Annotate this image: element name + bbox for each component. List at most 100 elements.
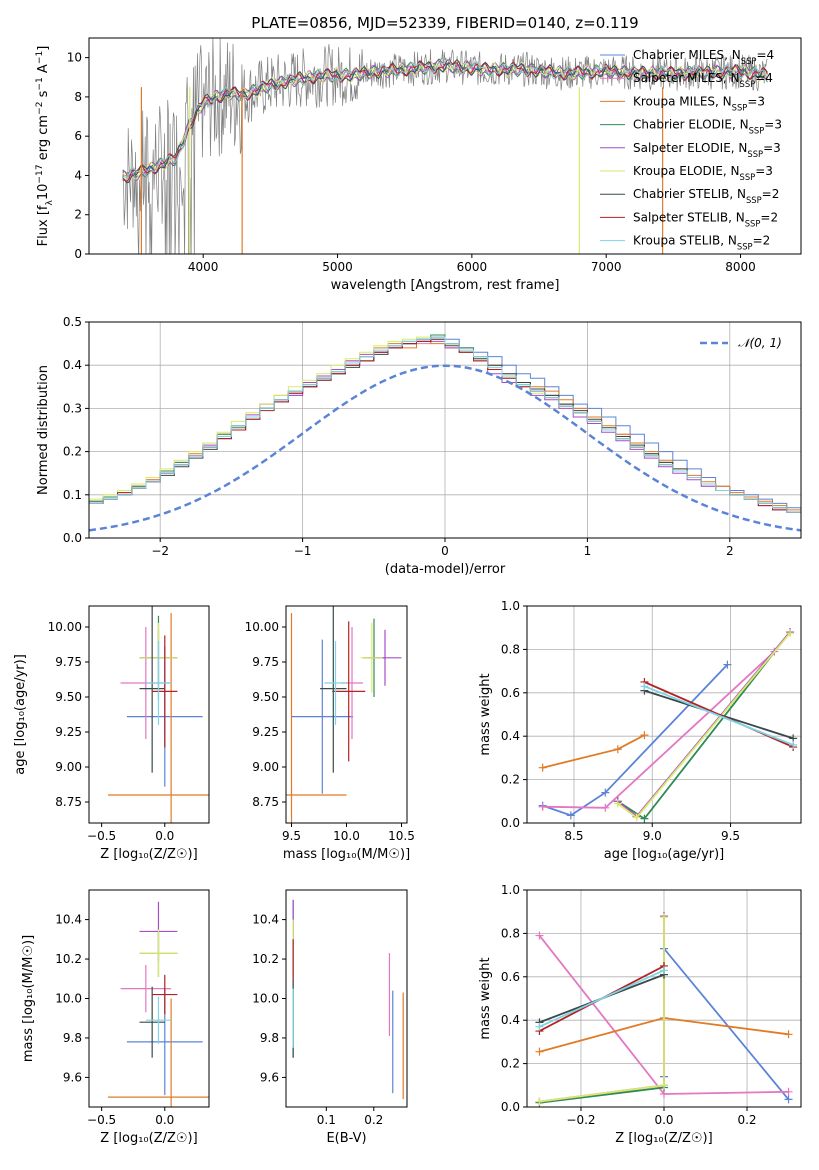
legend-label-part: SSP xyxy=(740,79,756,89)
y-axis-label-part: ] xyxy=(36,46,51,51)
y-tick-label: 10.2 xyxy=(55,952,82,966)
y-tick-label: 10.00 xyxy=(245,620,279,634)
y-tick-label: 0.1 xyxy=(63,488,82,502)
axes-frame xyxy=(88,605,210,824)
legend-label-part: =4 xyxy=(756,48,774,62)
x-tick-label: 9.5 xyxy=(282,829,301,843)
weight-marker xyxy=(784,1030,793,1039)
weight-vs-z-marks xyxy=(535,912,793,1107)
y-tick-label: 8.75 xyxy=(55,795,82,809)
weight-marker xyxy=(640,682,649,691)
weight-vs-age-axes: 8.5 9.0 9.5 0.0 0.2 0.4 0.6 0.8 1.0 age [log₁₀(ag… xyxy=(478,599,802,862)
legend-label-part: Chabrier ELODIE, N xyxy=(633,118,749,132)
y-axis-label: mass [log₁₀(M/M☉)] xyxy=(21,935,36,1062)
mass-vs-ebv-axes: 0.1 0.2 9.6 9.8 10.0 10.2 10.4 E(B-V) xyxy=(252,889,408,1146)
y-axis-label: mass weight xyxy=(478,957,493,1039)
y-tick-label: 0.4 xyxy=(501,1013,520,1027)
age-vs-z-marks xyxy=(107,606,209,823)
legend-label-part: SSP xyxy=(740,172,756,182)
y-tick-label: 9.75 xyxy=(252,655,279,669)
legend-label: Salpeter STELIB, NSSP=2 xyxy=(633,210,778,228)
spectrum-model-line xyxy=(122,58,768,179)
legend-label-part: SSP xyxy=(741,56,757,66)
y-tick-label: 0.8 xyxy=(501,642,520,656)
y-axis-label: Normed distribution xyxy=(36,365,51,495)
weight-marker xyxy=(660,966,668,975)
legend-label-part: SSP xyxy=(747,149,763,159)
x-tick-label: 10.5 xyxy=(388,829,415,843)
axes-frame xyxy=(285,605,408,824)
x-tick-label: 1 xyxy=(584,544,592,558)
legend-label-part: =2 xyxy=(760,210,778,224)
x-axis-label: Z [log₁₀(Z/Z☉)] xyxy=(615,1131,712,1146)
y-tick-label: 4 xyxy=(74,168,82,182)
spectrum-axes: 4000 5000 6000 7000 8000 0 2 4 6 8 10 wavelength [A… xyxy=(35,37,802,293)
y-tick-label: 0.0 xyxy=(501,816,520,830)
legend-label-part: =2 xyxy=(762,187,780,201)
y-tick-label: 10 xyxy=(67,51,82,65)
x-tick-label: 10.0 xyxy=(333,829,360,843)
legend-label: Salpeter ELODIE, NSSP=3 xyxy=(633,141,781,159)
spectrum-model-line xyxy=(122,59,768,182)
legend-label-part: SSP xyxy=(732,102,748,112)
mass-vs-ebv-marks xyxy=(292,899,404,1100)
weight-marker xyxy=(613,745,622,754)
x-tick-label: 9.0 xyxy=(643,829,662,843)
y-tick-label: 9.75 xyxy=(55,655,82,669)
weight-marker xyxy=(601,803,610,812)
y-tick-label: 10.0 xyxy=(252,992,279,1006)
weight-marker xyxy=(784,1087,793,1096)
x-tick-label: −2 xyxy=(151,544,169,558)
x-tick-label: 4000 xyxy=(188,260,219,274)
weight-line xyxy=(644,681,794,748)
weight-vs-z-axes: −0.2 0.0 0.2 0.0 0.2 0.4 0.6 0.8 1.0 Z [log₁₀(Z/Z… xyxy=(478,883,802,1146)
legend-label-part: SSP xyxy=(745,218,761,228)
legend-label-part: Salpeter STELIB, N xyxy=(633,210,745,224)
x-axis-label: Z [log₁₀(Z/Z☉)] xyxy=(100,1131,197,1146)
y-tick-label: 0.8 xyxy=(501,926,520,940)
residuals-marks xyxy=(89,334,801,532)
age-vs-mass-marks xyxy=(286,606,402,823)
legend-label: Chabrier ELODIE, NSSP=3 xyxy=(633,118,782,136)
y-tick-label: 10.00 xyxy=(48,620,82,634)
y-tick-label: 9.8 xyxy=(63,1031,82,1045)
x-tick-label: 0.2 xyxy=(364,1113,383,1127)
x-tick-label: 6000 xyxy=(457,260,488,274)
axes-frame xyxy=(88,889,210,1108)
axes-frame xyxy=(526,605,802,824)
weight-marker xyxy=(660,913,668,922)
axes-frame xyxy=(88,37,802,255)
legend-label-part: =3 xyxy=(755,164,773,178)
x-tick-label: −0.2 xyxy=(566,1113,595,1127)
y-tick-label: 0.4 xyxy=(501,729,520,743)
y-tick-label: 0 xyxy=(74,247,82,261)
y-tick-label: 1.0 xyxy=(501,599,520,613)
x-axis-label: (data-model)/error xyxy=(385,562,506,577)
y-tick-label: 10.2 xyxy=(252,952,279,966)
spectrum-data-line xyxy=(122,38,768,254)
legend-label-part: Kroupa ELODIE, N xyxy=(633,164,740,178)
spectrum-marks xyxy=(122,38,768,254)
legend-label-part: SSP xyxy=(746,195,762,205)
y-tick-label: 10.4 xyxy=(55,913,82,927)
legend-label-part: Kroupa MILES, N xyxy=(633,94,732,108)
legend-label: Kroupa ELODIE, NSSP=3 xyxy=(633,164,773,182)
x-tick-label: 2 xyxy=(726,544,734,558)
x-axis-label: E(B-V) xyxy=(326,1131,366,1146)
figure-title: PLATE=0856, MJD=52339, FIBERID=0140, z=0… xyxy=(251,14,638,32)
y-axis-label-part: −1 xyxy=(35,51,45,64)
mass-vs-z-axes: −0.5 0.0 9.6 9.8 10.0 10.2 10.4 Z [log₁₀(Z/Z☉)]… xyxy=(21,889,210,1146)
x-tick-label: 9.5 xyxy=(721,829,740,843)
weight-marker xyxy=(535,1047,544,1056)
x-axis-label: Z [log₁₀(Z/Z☉)] xyxy=(100,847,197,862)
y-tick-label: 1.0 xyxy=(501,883,520,897)
y-tick-label: 8.75 xyxy=(252,795,279,809)
weight-line xyxy=(542,663,729,817)
x-tick-label: 5000 xyxy=(322,260,353,274)
legend-label-part: Chabrier STELIB, N xyxy=(633,187,746,201)
y-tick-label: 0.4 xyxy=(63,358,82,372)
weight-marker xyxy=(640,731,649,740)
y-tick-label: 9.6 xyxy=(63,1070,82,1084)
x-tick-label: 0.0 xyxy=(155,1113,174,1127)
y-tick-label: 0.0 xyxy=(63,531,82,545)
